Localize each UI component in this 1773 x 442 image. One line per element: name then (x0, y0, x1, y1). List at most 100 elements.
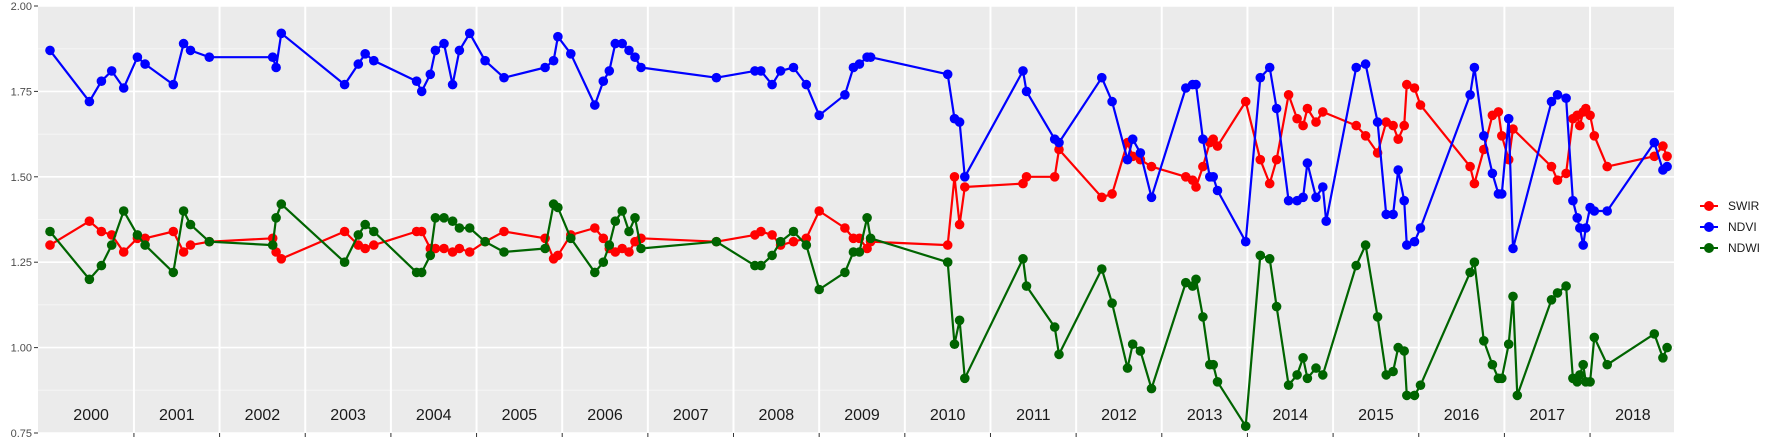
data-point-ndwi (132, 230, 143, 240)
data-point-ndvi (339, 79, 350, 90)
data-point-ndwi (854, 247, 865, 257)
data-point-ndwi (447, 216, 458, 226)
data-point-ndwi (1271, 301, 1282, 312)
data-point-ndwi (1146, 383, 1157, 394)
year-label: 2006 (587, 407, 623, 424)
data-point-swir (954, 219, 965, 230)
data-point-ndvi (1054, 137, 1064, 148)
year-label: 2009 (844, 407, 880, 424)
data-point-ndvi (1388, 209, 1398, 220)
data-point-ndwi (1107, 298, 1117, 309)
data-point-ndwi (566, 233, 576, 244)
data-point-ndvi (480, 55, 490, 66)
data-point-ndwi (1298, 353, 1308, 363)
data-point-ndvi (96, 76, 107, 86)
data-point-ndvi (1503, 113, 1514, 124)
data-point-ndvi (767, 79, 777, 90)
data-point-ndvi (1399, 195, 1409, 206)
data-point-ndvi (1479, 131, 1489, 141)
data-point-ndwi (1479, 336, 1489, 346)
data-point-ndwi (1208, 359, 1218, 370)
data-point-ndwi (464, 223, 475, 233)
year-label: 2016 (1444, 407, 1480, 424)
data-point-ndvi (598, 76, 609, 86)
year-label: 2007 (673, 407, 709, 424)
data-point-swir (1585, 110, 1595, 121)
data-point-ndvi (775, 66, 786, 76)
data-point-ndwi (1097, 264, 1107, 274)
data-point-swir (767, 230, 777, 240)
year-label: 2010 (930, 407, 966, 424)
data-point-swir (1662, 151, 1672, 162)
data-point-swir (598, 233, 609, 244)
data-point-swir (1415, 100, 1426, 110)
y-axis: 0.75 1.00 1.25 1.50 1.75 2.00 (11, 1, 1591, 440)
data-point-ndvi (1097, 72, 1107, 83)
data-point-swir (788, 236, 799, 247)
data-point-ndwi (624, 226, 634, 237)
data-point-ndvi (132, 52, 143, 62)
data-point-ndvi (84, 96, 95, 107)
data-point-ndvi (1572, 213, 1582, 223)
data-point-swir (1602, 161, 1612, 172)
data-point-ndvi (499, 72, 509, 83)
data-point-ndwi (1283, 380, 1294, 391)
data-point-ndvi (447, 79, 458, 90)
data-point-ndvi (1018, 66, 1028, 76)
data-point-ndwi (276, 199, 287, 209)
data-point-swir (1298, 120, 1308, 131)
data-point-swir (185, 240, 196, 250)
data-point-ndvi (960, 172, 970, 182)
data-point-ndwi (1552, 288, 1563, 298)
data-point-swir (369, 240, 379, 250)
data-point-ndvi (1402, 240, 1412, 250)
data-point-ndwi (1546, 295, 1557, 305)
year-label: 2015 (1358, 407, 1394, 424)
data-point-ndvi (540, 62, 550, 73)
legend-label-ndvi: NDVI (1728, 220, 1757, 234)
data-point-ndwi (1191, 274, 1201, 285)
data-point-swir (1658, 141, 1668, 151)
legend-key-swir (1704, 201, 1714, 211)
data-point-swir (960, 182, 970, 192)
data-point-ndvi (45, 45, 55, 56)
series-group (45, 28, 1672, 432)
data-point-ndvi (954, 117, 965, 127)
legend: SWIR NDVI NDWI (1700, 199, 1760, 255)
data-point-ndwi (1662, 342, 1672, 353)
data-point-ndwi (1415, 380, 1426, 391)
data-point-swir (1318, 107, 1328, 117)
data-point-ndwi (454, 223, 465, 233)
data-point-swir (624, 247, 634, 257)
data-point-swir (1561, 168, 1571, 179)
data-point-swir (1589, 131, 1600, 141)
data-point-swir (1240, 96, 1251, 107)
data-point-ndvi (548, 55, 559, 66)
y-tick-label: 1.00 (11, 343, 32, 355)
data-point-ndvi (1302, 158, 1313, 168)
data-point-ndvi (168, 79, 179, 90)
data-point-ndvi (1107, 96, 1117, 107)
data-point-ndvi (1283, 195, 1294, 206)
data-point-ndvi (1372, 117, 1383, 127)
data-point-ndvi (1415, 223, 1426, 233)
data-point-ndvi (1321, 216, 1331, 226)
data-point-swir (276, 253, 287, 264)
data-point-ndvi (1546, 96, 1557, 107)
data-point-ndvi (360, 49, 371, 59)
data-point-ndwi (96, 260, 107, 271)
data-point-ndwi (267, 240, 278, 250)
data-point-ndvi (636, 62, 646, 73)
data-point-ndwi (1198, 312, 1208, 322)
data-point-ndwi (1602, 359, 1612, 370)
y-tick-label: 0.75 (11, 428, 32, 440)
data-point-swir (360, 243, 371, 254)
data-point-swir (553, 250, 563, 261)
year-labels: 2000 2001 2002 2003 2004 2005 2006 2007 2008 2009… (73, 407, 1650, 424)
data-point-ndwi (711, 236, 722, 247)
data-point-swir (430, 243, 441, 254)
data-point-ndwi (1575, 370, 1585, 380)
data-point-ndvi (1508, 243, 1518, 254)
data-point-ndwi (1649, 329, 1660, 339)
